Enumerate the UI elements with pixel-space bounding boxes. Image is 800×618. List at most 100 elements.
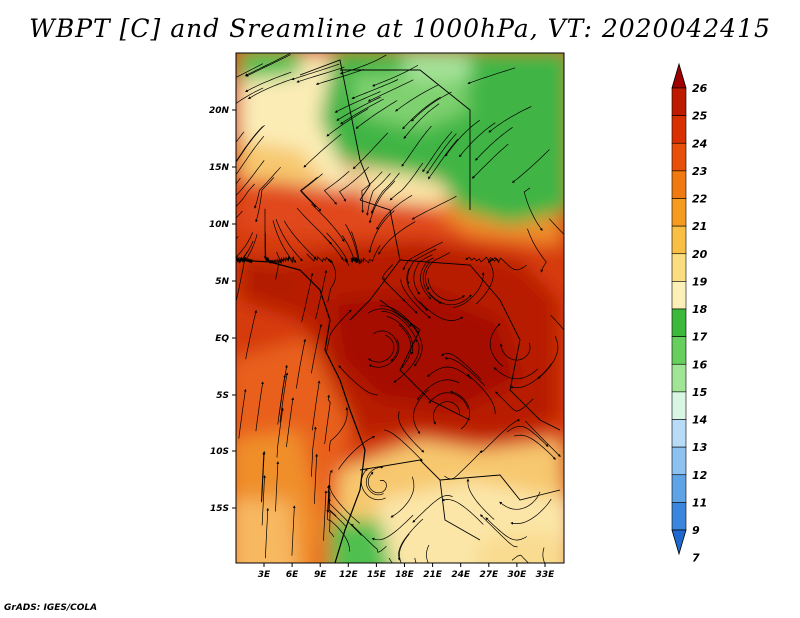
- streamline: [236, 124, 265, 166]
- streamline: [328, 484, 361, 524]
- streamline: [510, 498, 552, 525]
- streamline: [445, 119, 480, 157]
- streamline: [236, 126, 264, 163]
- colorbar-level-label: 19: [692, 275, 708, 288]
- streamline: [408, 321, 423, 367]
- streamline: [425, 252, 451, 290]
- colorbar-swatch: [671, 391, 687, 420]
- colorbar-level-label: 7: [692, 552, 700, 565]
- streamline: [300, 173, 323, 208]
- streamline: [275, 461, 280, 512]
- streamline: [360, 467, 386, 501]
- streamline: [279, 372, 289, 423]
- streamline: [236, 63, 263, 78]
- streamline: [247, 78, 294, 99]
- streamline: [485, 517, 528, 541]
- streamline: [315, 68, 365, 86]
- streamline: [236, 241, 254, 264]
- streamline: [383, 429, 423, 462]
- colorbar-level-label: 15: [692, 386, 708, 399]
- streamline: [236, 210, 243, 219]
- colorbar-level-label: 11: [692, 496, 707, 509]
- lat-tick-label: 5N: [215, 277, 229, 287]
- streamline: [481, 419, 521, 453]
- longitude-axis: 3E 6E 9E 12E 15E 18E 21E 24E 27E 30E 33E: [258, 563, 555, 580]
- streamline: [511, 554, 529, 563]
- streamline: [426, 133, 457, 174]
- streamline: [389, 162, 424, 201]
- streamline: [300, 177, 322, 212]
- streamline: [296, 207, 332, 245]
- streamline: [286, 397, 295, 448]
- streamline: [312, 380, 321, 431]
- colorbar-top-arrow: [671, 62, 687, 89]
- streamline: [326, 232, 348, 263]
- streamline: [336, 96, 381, 121]
- streamline: [466, 478, 495, 520]
- streamline: [355, 100, 398, 129]
- streamline: [236, 256, 246, 302]
- streamline: [295, 338, 307, 389]
- lon-tick-label: 3E: [258, 570, 271, 580]
- streamline: [398, 411, 425, 453]
- colorbar-level-label: 25: [692, 110, 708, 123]
- streamline: [440, 353, 482, 380]
- streamline: [311, 426, 317, 477]
- lat-tick-label: 10N: [209, 220, 230, 230]
- streamline: [426, 544, 430, 563]
- streamline: [283, 220, 317, 260]
- streamlines: [236, 53, 564, 563]
- colorbar-level-label: 13: [692, 441, 708, 454]
- lon-tick-label: 9E: [314, 570, 327, 580]
- streamline: [549, 218, 564, 235]
- streamline: [480, 514, 518, 548]
- colorbar-swatch: [671, 170, 687, 199]
- streamline: [311, 203, 345, 242]
- streamline: [444, 356, 486, 387]
- streamline: [275, 218, 303, 262]
- streamline: [367, 334, 395, 363]
- streamline: [465, 256, 500, 264]
- colorbar-swatch: [671, 419, 687, 448]
- colorbar-level-label: 21: [692, 220, 707, 233]
- streamline: [324, 394, 331, 445]
- lon-tick-label: 6E: [286, 570, 299, 580]
- streamline: [542, 547, 546, 563]
- streamline: [399, 533, 410, 563]
- streamline: [406, 267, 428, 311]
- colorbar-swatch: [671, 142, 687, 172]
- streamline: [261, 475, 266, 526]
- streamline: [499, 491, 541, 510]
- streamline: [366, 173, 391, 216]
- streamline: [489, 323, 504, 367]
- streamline: [525, 420, 561, 457]
- colorbar: 26 25 24 23 22 21 20 19 18 17 16 15 14 13 12 11 9 7: [671, 62, 708, 565]
- streamline: [339, 166, 370, 202]
- lat-tick-label: 10S: [210, 447, 229, 457]
- streamline: [278, 364, 288, 415]
- streamline: [412, 495, 453, 523]
- lon-tick-label: 15E: [367, 570, 387, 580]
- streamline: [367, 471, 387, 494]
- colorbar-swatch: [671, 87, 687, 116]
- colorbar-level-label: 20: [692, 248, 708, 261]
- streamline: [379, 305, 420, 334]
- streamline: [427, 277, 466, 301]
- streamline: [422, 262, 442, 304]
- streamline: [550, 315, 564, 331]
- streamline: [338, 365, 378, 396]
- streamline: [328, 498, 362, 536]
- streamline: [488, 106, 532, 133]
- colorbar-swatch: [671, 225, 687, 255]
- streamline: [428, 392, 469, 409]
- lat-tick-label: 5S: [216, 391, 229, 401]
- streamline: [291, 63, 340, 81]
- streamline: [475, 259, 494, 305]
- streamline: [301, 272, 314, 323]
- lon-tick-label: 30E: [508, 570, 528, 580]
- streamline: [390, 476, 415, 518]
- streamline: [458, 122, 496, 158]
- streamline: [495, 391, 534, 412]
- streamline: [245, 71, 292, 92]
- streamline: [276, 407, 284, 458]
